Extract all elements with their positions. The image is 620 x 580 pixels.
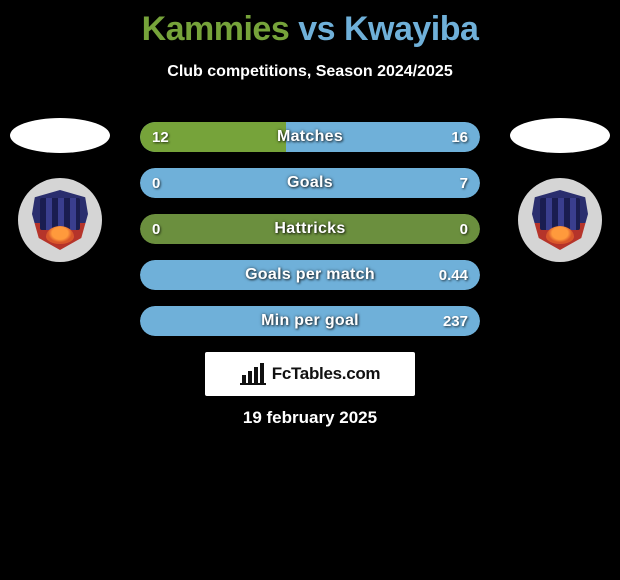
stat-value-left: 12 — [152, 122, 169, 152]
club-crest-right — [518, 178, 602, 262]
stat-label: Matches — [140, 122, 480, 152]
shield-icon — [32, 190, 88, 250]
stat-bars: Matches1216Goals07Hattricks00Goals per m… — [140, 122, 480, 352]
stat-label: Goals per match — [140, 260, 480, 290]
title-vs: vs — [289, 10, 344, 48]
stat-label: Goals — [140, 168, 480, 198]
stat-value-right: 0 — [460, 214, 468, 244]
stat-row: Goals0 7 — [140, 168, 480, 198]
title-player-left: Kammies — [142, 10, 290, 48]
title-player-right: Kwayiba — [344, 10, 478, 48]
brand-text: FcTables.com — [272, 364, 381, 384]
player-silhouette-right — [510, 118, 610, 153]
page-title: Kammies vs Kwayiba — [0, 0, 620, 49]
stat-value-right: 237 — [443, 306, 468, 336]
stat-row: Min per goal237 — [140, 306, 480, 336]
shield-icon — [532, 190, 588, 250]
bar-chart-icon — [240, 363, 266, 385]
date: 19 february 2025 — [0, 408, 620, 428]
stat-label: Hattricks — [140, 214, 480, 244]
stat-value-left: 0 — [152, 168, 160, 198]
stat-value-left: 0 — [152, 214, 160, 244]
stat-value-right: 16 — [451, 122, 468, 152]
stat-label: Min per goal — [140, 306, 480, 336]
stat-value-right: 0.44 — [439, 260, 468, 290]
player-panel-left — [5, 118, 115, 262]
stat-row: Hattricks0 0 — [140, 214, 480, 244]
player-panel-right — [505, 118, 615, 262]
player-silhouette-left — [10, 118, 110, 153]
brand-box: FcTables.com — [205, 352, 415, 396]
club-crest-left — [18, 178, 102, 262]
stat-value-right: 7 — [460, 168, 468, 198]
stat-row: Goals per match0.44 — [140, 260, 480, 290]
stat-row: Matches12 16 — [140, 122, 480, 152]
subtitle: Club competitions, Season 2024/2025 — [0, 63, 620, 81]
